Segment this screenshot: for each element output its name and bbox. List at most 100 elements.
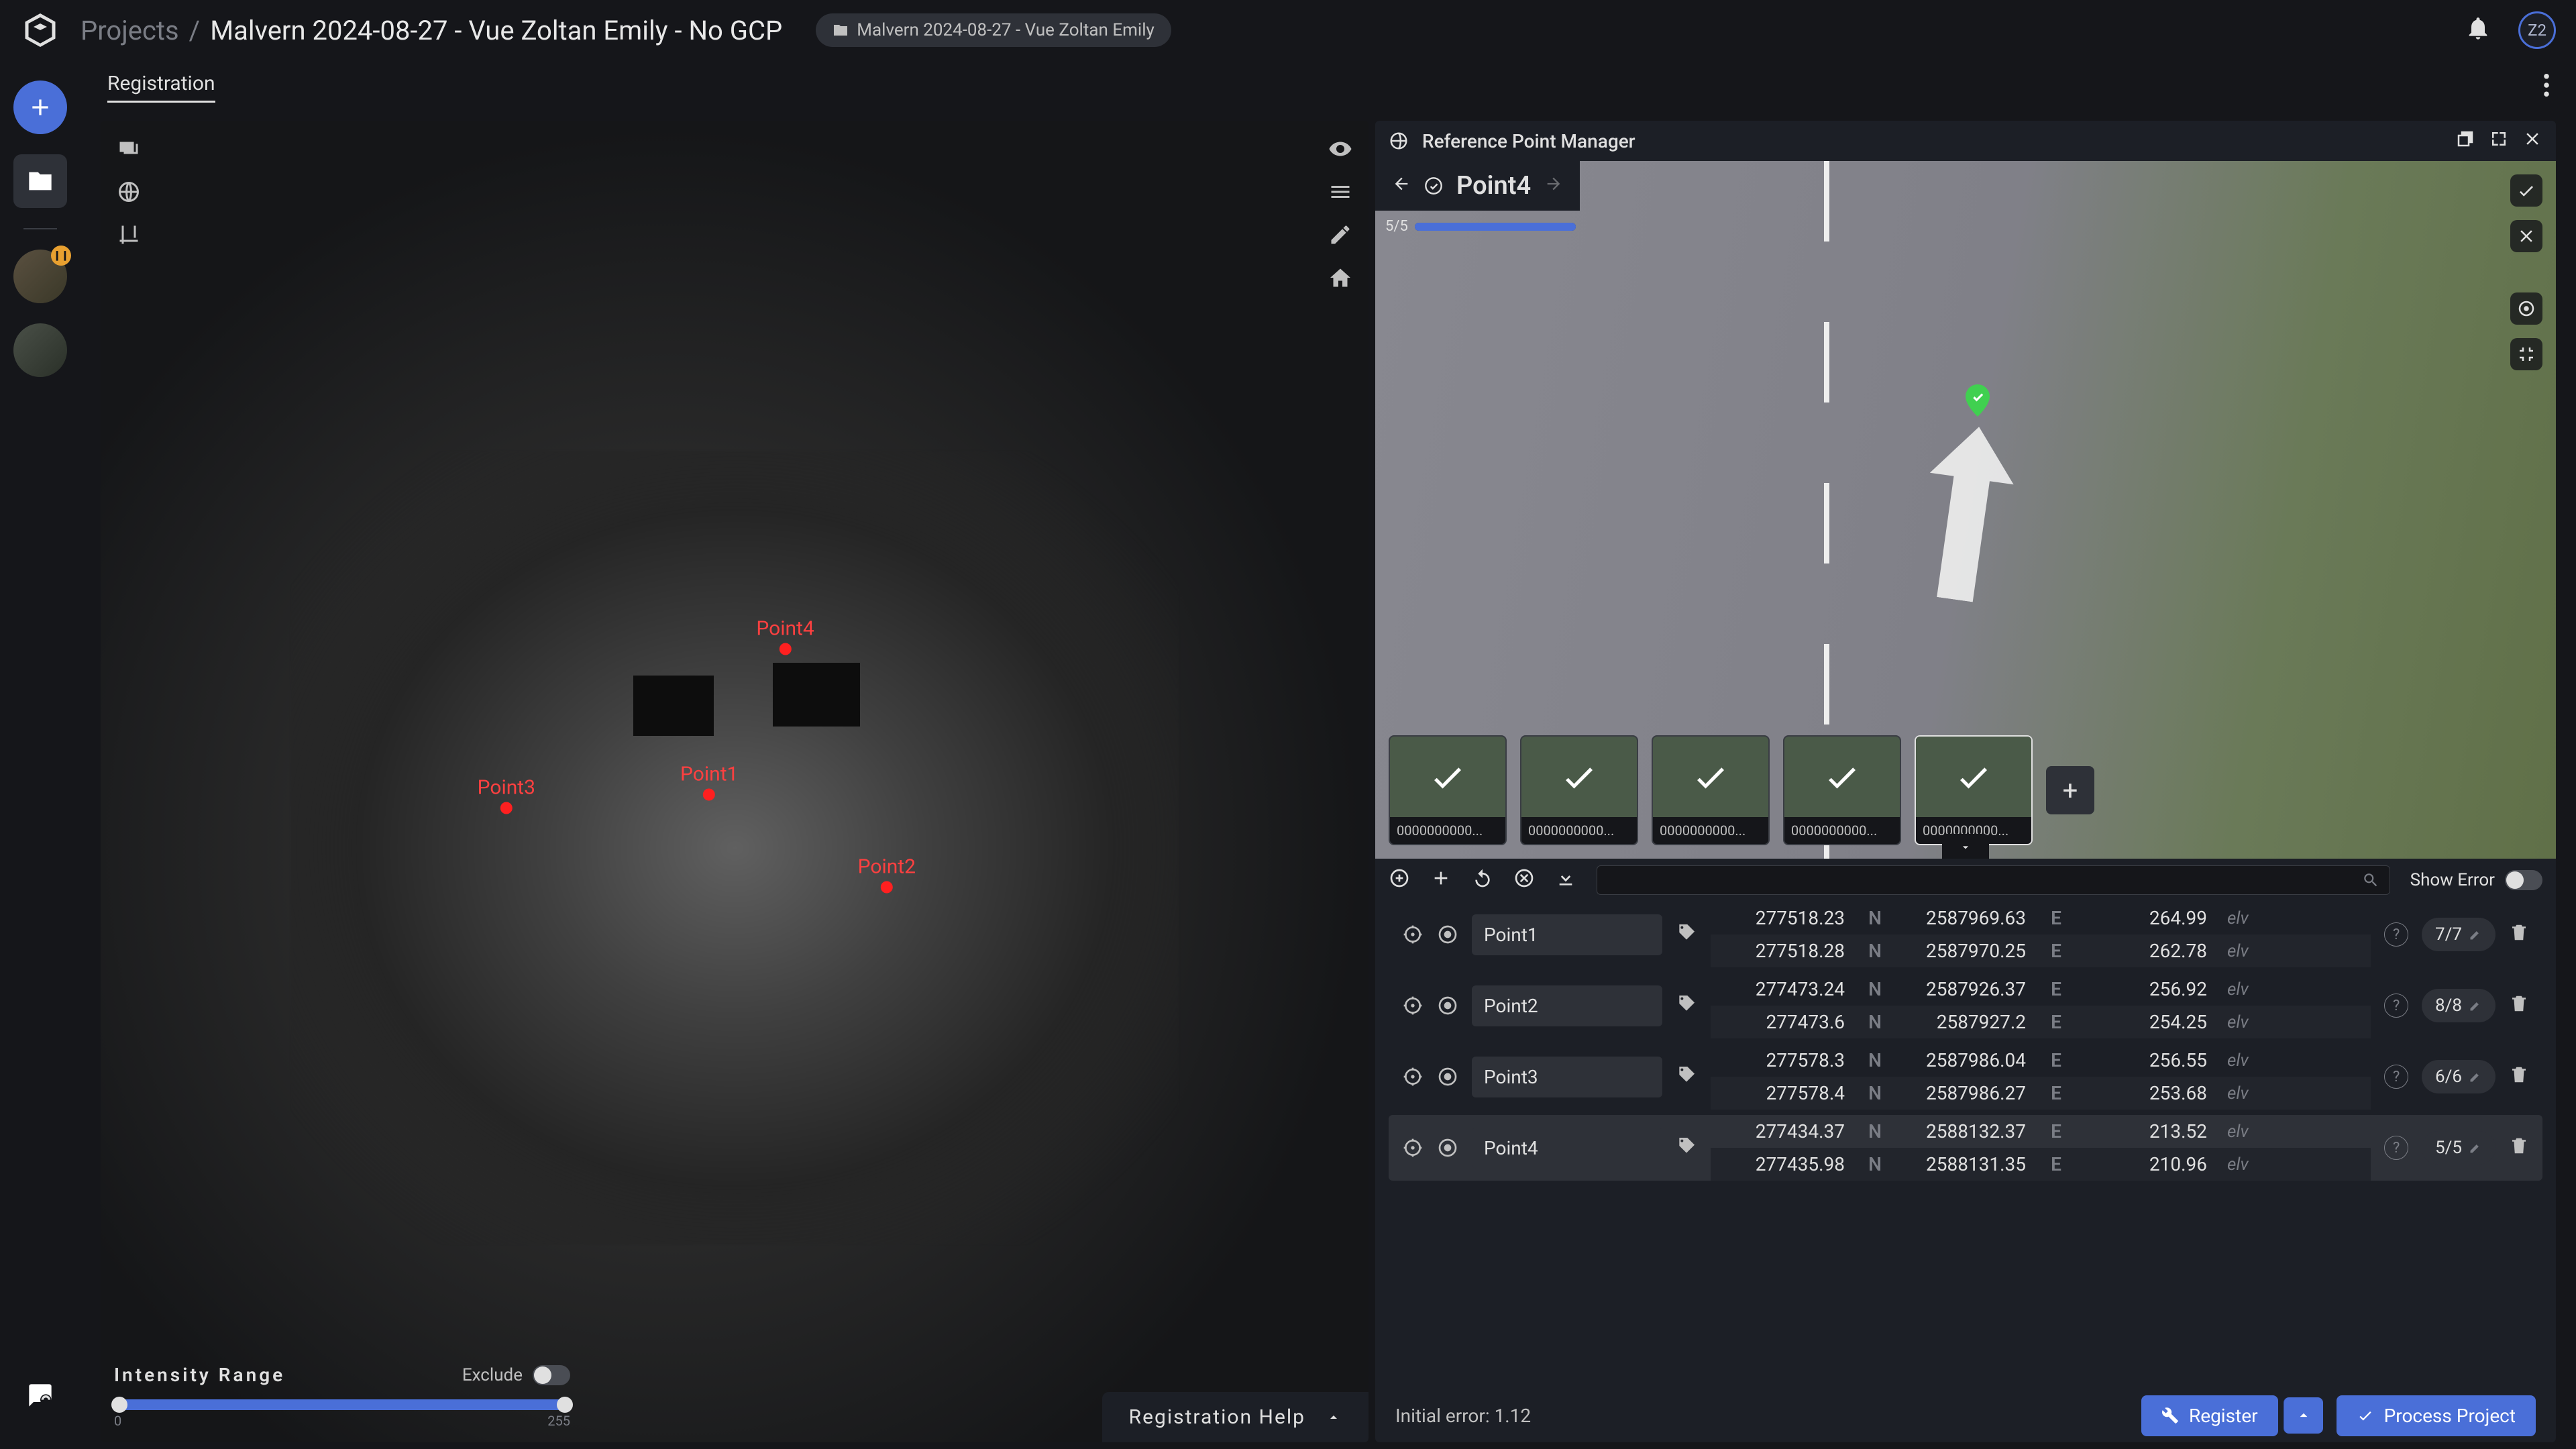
registration-help-button[interactable]: Registration Help bbox=[1102, 1392, 1368, 1442]
point-name[interactable]: Point3 bbox=[1472, 1057, 1662, 1097]
project-pill[interactable]: Malvern 2024-08-27 - Vue Zoltan Emily bbox=[816, 13, 1171, 47]
tag-icon[interactable] bbox=[1676, 1064, 1697, 1090]
image-count-badge[interactable]: 7/7 bbox=[2422, 918, 2496, 951]
user-avatar[interactable]: Z2 bbox=[2518, 11, 2556, 49]
delete-icon[interactable] bbox=[2509, 1065, 2529, 1089]
tag-icon[interactable] bbox=[1676, 922, 1697, 948]
breadcrumb: Projects / Malvern 2024-08-27 - Vue Zolt… bbox=[80, 15, 782, 46]
crop-icon[interactable] bbox=[114, 220, 144, 250]
reference-point-panel: Reference Point Manager bbox=[1375, 121, 2556, 1442]
pointcloud-viewport[interactable]: Point1 Point2 Point3 Point4 Intensity Range… bbox=[101, 121, 1368, 1442]
edit-icon[interactable] bbox=[1326, 220, 1355, 250]
search-input[interactable] bbox=[1597, 865, 2390, 895]
clear-icon[interactable] bbox=[1513, 867, 1535, 894]
reject-icon[interactable] bbox=[2510, 220, 2542, 252]
point-nav: Point4 bbox=[1375, 161, 1580, 211]
locate-icon[interactable] bbox=[1402, 1066, 1424, 1087]
locate-icon[interactable] bbox=[1402, 1137, 1424, 1159]
reference-image-viewer[interactable]: Point4 5/5 00000 bbox=[1375, 161, 2556, 859]
table-row[interactable]: Point1277518.23N2587969.63E264.99elv2775… bbox=[1389, 902, 2542, 967]
tag-icon[interactable] bbox=[1676, 993, 1697, 1019]
register-dropdown-icon[interactable] bbox=[2284, 1397, 2323, 1434]
globe-icon bbox=[1389, 131, 1409, 151]
slider-handle-min[interactable] bbox=[111, 1397, 127, 1413]
plus-icon[interactable] bbox=[1430, 867, 1452, 894]
breadcrumb-root[interactable]: Projects bbox=[80, 15, 179, 46]
undo-icon[interactable] bbox=[1472, 867, 1493, 894]
thumbnail-strip: 0000000000...0000000000...0000000000...0… bbox=[1389, 735, 2094, 845]
show-error-toggle[interactable] bbox=[2505, 870, 2542, 890]
locate-icon[interactable] bbox=[1402, 924, 1424, 945]
thumbnail[interactable]: 0000000000... bbox=[1915, 735, 2033, 845]
point-name[interactable]: Point1 bbox=[1472, 914, 1662, 955]
point-name[interactable]: Point4 bbox=[1472, 1128, 1662, 1169]
intensity-slider[interactable] bbox=[114, 1399, 570, 1410]
sidebar: ❙❙ bbox=[0, 60, 80, 1449]
globe-icon[interactable] bbox=[114, 177, 144, 207]
compress-icon[interactable] bbox=[2510, 338, 2542, 370]
intensity-range-panel: Intensity Range Exclude 0 2 bbox=[114, 1364, 570, 1429]
radio-icon[interactable] bbox=[1437, 924, 1458, 945]
exclude-toggle[interactable] bbox=[533, 1365, 570, 1385]
download-icon[interactable] bbox=[1555, 867, 1576, 894]
delete-icon[interactable] bbox=[2509, 1136, 2529, 1161]
thumbnail[interactable]: 0000000000... bbox=[1783, 735, 1901, 845]
notifications-icon[interactable] bbox=[2465, 15, 2491, 46]
points-table: Point1277518.23N2587969.63E264.99elv2775… bbox=[1375, 902, 2556, 1389]
project-thumb-1[interactable]: ❙❙ bbox=[13, 250, 67, 303]
target-icon[interactable] bbox=[2510, 292, 2542, 325]
layers-icon[interactable] bbox=[114, 134, 144, 164]
eye-icon[interactable] bbox=[1326, 134, 1355, 164]
prev-point-icon[interactable] bbox=[1392, 174, 1411, 198]
locate-icon[interactable] bbox=[1402, 995, 1424, 1016]
check-circle-icon bbox=[1424, 176, 1443, 195]
next-point-icon[interactable] bbox=[1544, 174, 1563, 198]
app-logo[interactable] bbox=[13, 3, 67, 57]
thumbnail[interactable]: 0000000000... bbox=[1520, 735, 1638, 845]
delete-icon[interactable] bbox=[2509, 994, 2529, 1018]
point-marker[interactable]: Point3 bbox=[478, 775, 535, 814]
table-row[interactable]: Point3277578.3N2587986.04E256.55elv27757… bbox=[1389, 1044, 2542, 1110]
radio-icon[interactable] bbox=[1437, 1066, 1458, 1087]
info-icon[interactable]: ? bbox=[2384, 922, 2408, 947]
project-thumb-2[interactable] bbox=[13, 323, 67, 377]
add-button[interactable] bbox=[13, 80, 67, 134]
collapse-strip-icon[interactable] bbox=[1942, 834, 1989, 859]
register-button[interactable]: Register bbox=[2141, 1395, 2278, 1436]
points-toolbar: Show Error bbox=[1375, 859, 2556, 902]
info-icon[interactable]: ? bbox=[2384, 1136, 2408, 1160]
tab-registration[interactable]: Registration bbox=[107, 72, 215, 103]
radio-icon[interactable] bbox=[1437, 1137, 1458, 1159]
tag-icon[interactable] bbox=[1676, 1135, 1697, 1161]
chat-button[interactable] bbox=[13, 1368, 67, 1422]
add-point-icon[interactable] bbox=[1389, 867, 1410, 894]
settings-lines-icon[interactable] bbox=[1326, 177, 1355, 207]
more-menu-icon[interactable] bbox=[2544, 74, 2549, 101]
radio-icon[interactable] bbox=[1437, 995, 1458, 1016]
process-project-button[interactable]: Process Project bbox=[2337, 1395, 2536, 1436]
thumbnail[interactable]: 0000000000... bbox=[1389, 735, 1507, 845]
add-thumbnail-button[interactable]: + bbox=[2046, 766, 2094, 814]
close-icon[interactable] bbox=[2522, 129, 2542, 154]
expand-icon[interactable] bbox=[2489, 129, 2509, 154]
table-row[interactable]: Point2277473.24N2587926.37E256.92elv2774… bbox=[1389, 973, 2542, 1038]
info-icon[interactable]: ? bbox=[2384, 994, 2408, 1018]
image-count-badge[interactable]: 6/6 bbox=[2422, 1060, 2496, 1093]
projects-button[interactable] bbox=[13, 154, 67, 208]
thumbnail[interactable]: 0000000000... bbox=[1652, 735, 1770, 845]
image-count-badge[interactable]: 5/5 bbox=[2422, 1131, 2496, 1165]
table-row[interactable]: Point4277434.37N2588132.37E213.52elv2774… bbox=[1389, 1115, 2542, 1181]
slider-handle-max[interactable] bbox=[557, 1397, 573, 1413]
window-restore-icon[interactable] bbox=[2455, 129, 2475, 154]
home-icon[interactable] bbox=[1326, 263, 1355, 292]
delete-icon[interactable] bbox=[2509, 922, 2529, 947]
point-marker[interactable]: Point4 bbox=[756, 617, 814, 655]
point-marker[interactable]: Point1 bbox=[680, 763, 738, 801]
image-count-badge[interactable]: 8/8 bbox=[2422, 989, 2496, 1022]
accept-icon[interactable] bbox=[2510, 174, 2542, 207]
point-marker[interactable]: Point2 bbox=[858, 855, 916, 893]
point-name[interactable]: Point2 bbox=[1472, 985, 1662, 1026]
initial-error-text: Initial error: 1.12 bbox=[1395, 1405, 1531, 1427]
tabbar: Registration bbox=[80, 60, 2576, 114]
info-icon[interactable]: ? bbox=[2384, 1065, 2408, 1089]
